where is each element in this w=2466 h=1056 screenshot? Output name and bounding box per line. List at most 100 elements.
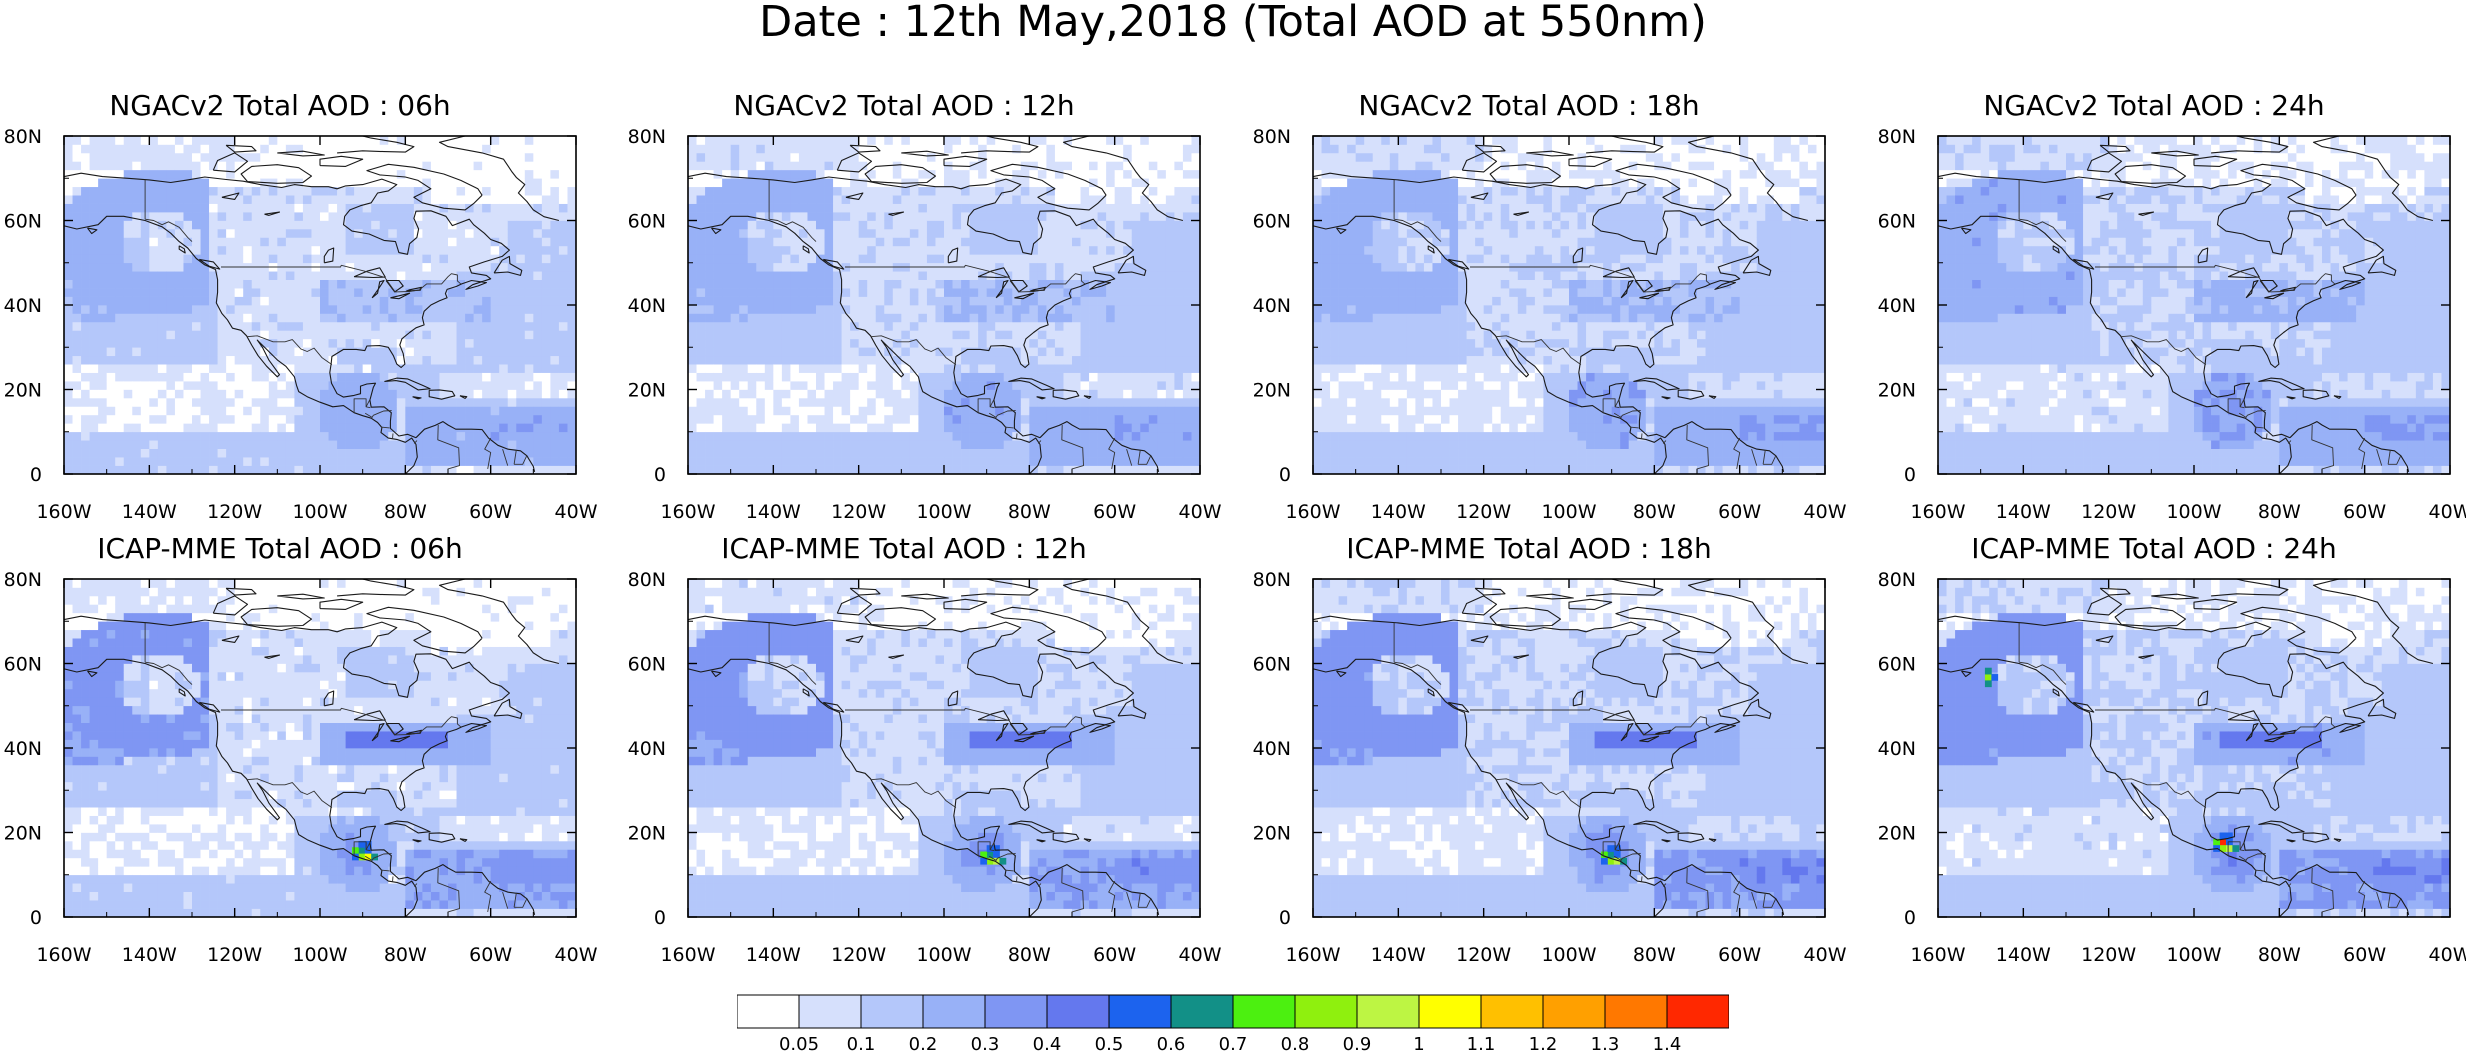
aod-cell xyxy=(456,237,466,247)
aod-cell xyxy=(1148,178,1158,188)
aod-cell xyxy=(516,254,526,264)
aod-cell xyxy=(730,228,740,238)
aod-cell xyxy=(490,372,500,382)
aod-cell xyxy=(166,136,176,145)
aod-cell xyxy=(688,279,697,289)
aod-cell xyxy=(243,212,253,221)
aod-cell xyxy=(1054,254,1064,264)
aod-cell xyxy=(132,169,142,179)
aod-cell xyxy=(901,203,911,213)
aod-cell xyxy=(567,338,576,348)
aod-cell xyxy=(764,338,774,348)
aod-cell xyxy=(285,144,295,154)
aod-cell xyxy=(174,397,184,407)
aod-cell xyxy=(841,169,851,179)
aod-cell xyxy=(260,364,270,373)
aod-cell xyxy=(875,414,885,424)
aod-cell xyxy=(875,186,885,196)
aod-cell xyxy=(490,161,500,171)
aod-cell xyxy=(132,271,142,280)
aod-cell xyxy=(439,321,449,331)
aod-cell xyxy=(935,355,945,365)
aod-cell xyxy=(371,296,381,306)
aod-cell xyxy=(884,355,894,365)
aod-cell xyxy=(243,313,253,323)
aod-cell xyxy=(713,144,723,154)
aod-cell xyxy=(884,296,894,306)
aod-cell xyxy=(490,212,500,221)
aod-cell xyxy=(294,237,304,247)
aod-cell xyxy=(1191,262,1200,272)
aod-cell xyxy=(713,178,723,188)
aod-cell xyxy=(892,321,902,331)
aod-cell xyxy=(285,169,295,179)
aod-cell xyxy=(260,288,270,297)
coastline xyxy=(836,152,873,173)
aod-cell xyxy=(986,212,996,221)
aod-cell xyxy=(833,448,842,458)
aod-cell xyxy=(918,212,928,221)
aod-cell xyxy=(1148,414,1158,424)
aod-cell xyxy=(499,262,509,272)
aod-cell xyxy=(798,397,808,407)
aod-cell xyxy=(1148,152,1158,162)
aod-cell xyxy=(89,355,99,365)
aod-cell xyxy=(362,414,372,424)
aod-cell xyxy=(1140,389,1150,399)
aod-cell xyxy=(174,330,184,340)
aod-cell xyxy=(234,305,244,314)
aod-cell xyxy=(106,423,116,433)
aod-cell xyxy=(507,144,517,154)
aod-cell xyxy=(456,321,466,331)
aod-cell xyxy=(858,178,868,188)
aod-cell xyxy=(892,465,902,474)
aod-cell xyxy=(995,220,1005,230)
aod-cell xyxy=(858,279,868,289)
aod-cell xyxy=(465,313,474,323)
aod-cell xyxy=(516,161,526,171)
aod-cell xyxy=(499,414,509,424)
aod-cell xyxy=(192,372,201,382)
aod-cell xyxy=(961,144,970,154)
aod-cell xyxy=(850,203,860,213)
aod-cell xyxy=(260,465,270,474)
aod-cell xyxy=(217,288,227,297)
aod-cell xyxy=(1012,355,1022,365)
aod-cell xyxy=(1054,228,1064,238)
aod-cell xyxy=(567,431,576,441)
aod-cell xyxy=(1131,389,1141,399)
aod-cell xyxy=(892,423,902,433)
aod-cell xyxy=(1089,152,1098,162)
aod-cell xyxy=(730,313,740,323)
aod-cell xyxy=(926,271,936,280)
aod-cell xyxy=(550,220,560,230)
aod-cell xyxy=(1054,212,1064,221)
aod-cell xyxy=(952,195,962,204)
aod-cell xyxy=(816,347,825,357)
aod-cell xyxy=(260,431,270,441)
aod-cell xyxy=(688,296,697,306)
panel-title: NGACv2 Total AOD : 18h xyxy=(1249,90,1809,122)
aod-cell xyxy=(311,144,321,154)
aod-cell xyxy=(183,414,193,424)
aod-cell xyxy=(807,279,817,289)
aod-cell xyxy=(1037,313,1047,323)
aod-cell xyxy=(1080,355,1090,365)
aod-cell xyxy=(696,288,706,297)
aod-cell xyxy=(456,397,466,407)
aod-cell xyxy=(935,313,945,323)
aod-cell xyxy=(1054,389,1064,399)
lon-tick-label: 100W xyxy=(292,501,347,523)
aod-cell xyxy=(850,237,860,247)
aod-cell xyxy=(1097,254,1107,264)
aod-cell xyxy=(251,364,261,373)
coastlines xyxy=(64,136,560,474)
aod-cell xyxy=(952,406,962,416)
aod-cell xyxy=(1063,305,1073,314)
aod-cell xyxy=(1012,440,1022,449)
aod-cell xyxy=(294,195,304,204)
aod-cell xyxy=(132,372,142,382)
aod-cell xyxy=(379,279,389,289)
aod-cell xyxy=(533,381,543,390)
aod-cell xyxy=(722,364,732,373)
